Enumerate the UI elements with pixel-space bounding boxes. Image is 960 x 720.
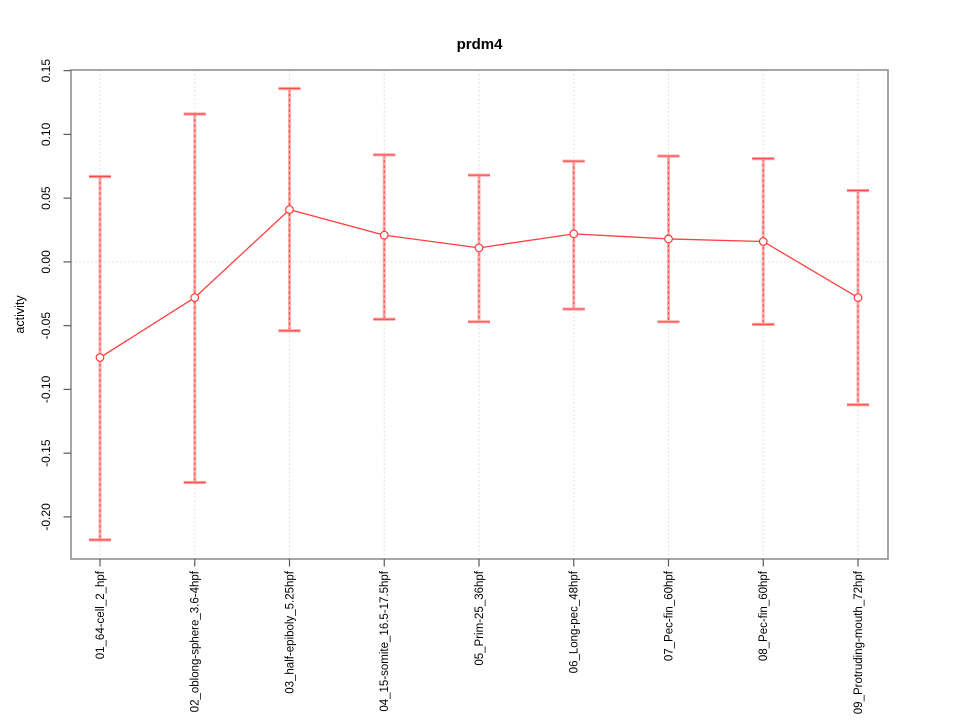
data-point	[664, 234, 673, 244]
data-point	[95, 353, 105, 362]
x-category-label: 09_Protruding-mouth_72hpf	[853, 570, 865, 714]
data-point	[379, 230, 389, 240]
y-tick-label: -0.05	[39, 312, 53, 340]
y-tick-label: -0.10	[39, 375, 53, 403]
x-axis-labels: 01_64-cell_2_hpf 02_oblong-sphere_3.6-4hp…	[95, 570, 865, 714]
y-axis-label: activity	[13, 295, 27, 334]
x-category-label: 02_oblong-sphere_3.6-4hpf	[190, 570, 202, 712]
x-category-label: 08_Pec-fin_60hpf	[758, 570, 770, 661]
x-category-label: 05_Prim-25_36hpf	[474, 570, 486, 665]
data-point	[474, 243, 484, 253]
data-point	[285, 205, 294, 215]
y-tick-label: 0.00	[39, 250, 53, 274]
data-point	[569, 229, 579, 239]
x-category-label: 03_half-epiboly_5.25hpf	[284, 570, 296, 694]
data-point	[190, 293, 200, 303]
y-tick-label: -0.15	[39, 439, 53, 467]
data-point	[853, 293, 863, 303]
axis-ticks	[63, 70, 859, 567]
y-axis-tick-labels: 0.15 0.10 0.05 0.00 -0.05 -0.10 -0.15 -0.20	[39, 59, 53, 531]
y-tick-label: 0.15	[39, 59, 53, 83]
chart-title: prdm4	[457, 36, 504, 53]
data-points	[95, 205, 863, 362]
data-point	[758, 237, 768, 246]
y-tick-label: 0.05	[39, 186, 53, 210]
x-category-label: 01_64-cell_2_hpf	[95, 570, 107, 659]
x-category-label: 07_Pec-fin_60hpf	[663, 570, 675, 661]
x-category-label: 06_Long-pec_48hpf	[569, 570, 581, 673]
y-tick-label: -0.20	[39, 503, 53, 531]
y-tick-label: 0.10	[39, 122, 53, 146]
x-category-label: 04_15-somite_16.5-17.5hpf	[379, 570, 391, 711]
